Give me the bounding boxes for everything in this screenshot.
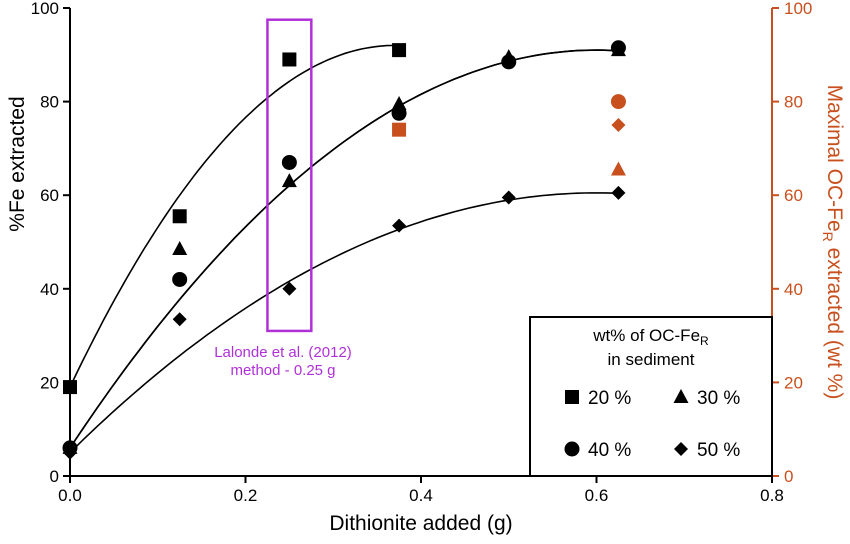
legend-marker-circle bbox=[564, 441, 580, 457]
fit-curve bbox=[70, 44, 400, 388]
y2-axis-label-sub: R bbox=[820, 232, 836, 242]
data-point-circle bbox=[172, 271, 188, 287]
data-point-square bbox=[282, 52, 297, 67]
y2-tick-label: 40 bbox=[784, 280, 803, 299]
lalonde-method-highlight-box bbox=[266, 18, 313, 333]
legend-label: 30 % bbox=[697, 388, 740, 409]
fit-curves bbox=[70, 44, 619, 454]
y-tick-label: 60 bbox=[40, 186, 59, 205]
y2-axis-label-main: Maximal OC-Fe bbox=[823, 85, 846, 232]
data-point-triangle bbox=[391, 95, 407, 110]
legend-items: 20 % 30 % 40 % 50 % bbox=[564, 388, 740, 461]
x-axis-label: Dithionite added (g) bbox=[329, 512, 512, 535]
legend-title-line-2: in sediment bbox=[608, 350, 695, 369]
y2-ticks: 0 20 40 60 80 100 bbox=[772, 0, 812, 486]
legend-label: 40 % bbox=[588, 440, 631, 461]
x-tick-label: 0.4 bbox=[409, 486, 433, 505]
y-tick-label: 100 bbox=[31, 0, 59, 18]
data-point-circle bbox=[391, 105, 407, 121]
legend-marker-triangle bbox=[673, 389, 689, 403]
data-point-circle bbox=[281, 154, 297, 170]
y2-axis-label-tail: extracted (wt %) bbox=[823, 242, 846, 400]
y2-tick-label: 0 bbox=[784, 467, 793, 486]
data-point-diamond bbox=[282, 281, 297, 296]
x-tick-label: 0.0 bbox=[58, 486, 82, 505]
annotation-line-1: Lalonde et al. (2012) bbox=[214, 344, 352, 361]
max-oc-fer-point-circle bbox=[610, 94, 626, 110]
y2-axis-label: Maximal OC-FeR extracted (wt %) bbox=[820, 85, 846, 400]
max-oc-fer-point-triangle bbox=[610, 161, 626, 176]
legend-title-sub: R bbox=[700, 334, 709, 348]
data-point-diamond bbox=[63, 445, 77, 460]
x-ticks: 0.0 0.2 0.4 0.6 0.8 bbox=[58, 476, 784, 505]
fit-curve bbox=[70, 192, 619, 454]
y2-tick-label: 100 bbox=[784, 0, 812, 18]
annotation-line-2: method - 0.25 g bbox=[230, 362, 335, 379]
data-point-diamond bbox=[172, 312, 187, 327]
y2-tick-label: 60 bbox=[784, 186, 803, 205]
y2-tick-label: 20 bbox=[784, 373, 803, 392]
x-tick-label: 0.8 bbox=[760, 486, 784, 505]
y-tick-label: 20 bbox=[40, 373, 59, 392]
y-axis-label: %Fe extracted bbox=[6, 96, 29, 231]
data-point-square bbox=[172, 209, 187, 224]
data-point-circle bbox=[610, 40, 626, 56]
data-point-triangle bbox=[281, 173, 297, 188]
fit-curve bbox=[70, 49, 619, 449]
data-point-diamond bbox=[611, 185, 626, 200]
data-point-circle bbox=[501, 54, 517, 70]
x-tick-label: 0.2 bbox=[234, 486, 258, 505]
legend-title-line-1: wt% of OC-FeR bbox=[592, 326, 709, 348]
data-point-diamond bbox=[392, 218, 407, 233]
legend-label: 20 % bbox=[588, 388, 631, 409]
legend: wt% of OC-FeR in sediment 20 % 30 % 40 % 50… bbox=[529, 316, 773, 477]
y-tick-label: 0 bbox=[50, 467, 59, 486]
data-point-triangle bbox=[172, 241, 188, 256]
data-point-square bbox=[392, 43, 407, 58]
x-tick-label: 0.6 bbox=[585, 486, 609, 505]
legend-label: 50 % bbox=[697, 440, 740, 461]
y-tick-label: 80 bbox=[40, 93, 59, 112]
max-oc-fer-point-square bbox=[392, 122, 407, 137]
y2-tick-label: 80 bbox=[784, 93, 803, 112]
data-point-square bbox=[63, 380, 77, 395]
legend-title-main: wt% of OC-Fe bbox=[592, 326, 700, 345]
y-tick-label: 40 bbox=[40, 280, 59, 299]
y-ticks: 0 20 40 60 80 100 bbox=[31, 0, 70, 486]
legend-marker-diamond bbox=[674, 442, 688, 456]
legend-marker-square bbox=[565, 390, 579, 404]
max-oc-fer-point-diamond bbox=[611, 118, 626, 132]
data-point-diamond bbox=[501, 190, 516, 205]
data-markers bbox=[62, 40, 626, 460]
